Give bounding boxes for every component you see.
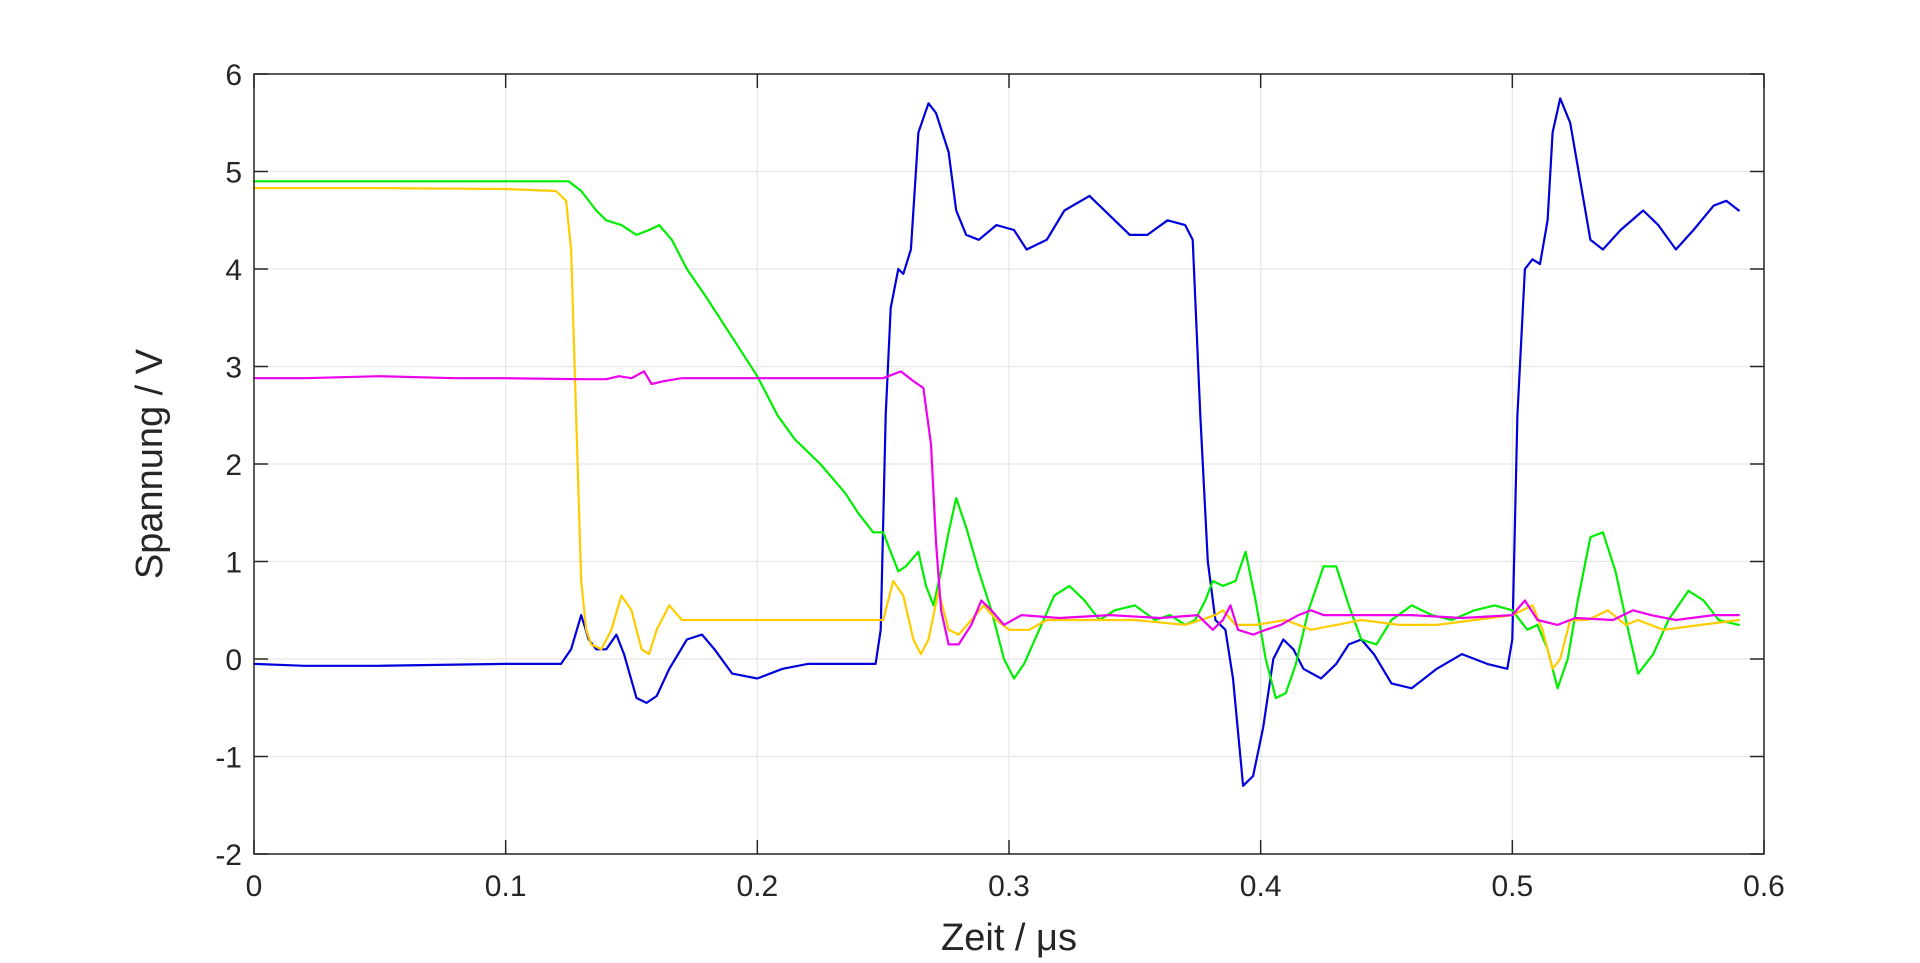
x-tick-label: 0.1 xyxy=(485,870,527,903)
grid-lines xyxy=(253,73,1765,855)
y-tick-label: 1 xyxy=(225,547,242,580)
x-tick-label: 0.6 xyxy=(1743,870,1785,903)
y-tick-label: 4 xyxy=(225,254,242,287)
series-lines xyxy=(252,97,1740,787)
y-tick-label: 6 xyxy=(225,59,242,92)
x-tick-label: 0.2 xyxy=(736,870,778,903)
y-tick-label: -2 xyxy=(215,839,242,872)
x-tick-label: 0.5 xyxy=(1491,870,1533,903)
y-tick-label: 2 xyxy=(225,449,242,482)
x-tick-label: 0.3 xyxy=(988,870,1030,903)
x-tick-label: 0 xyxy=(246,870,263,903)
series-line-4 xyxy=(252,370,1740,646)
y-tick-label: 5 xyxy=(225,157,242,190)
y-tick-label: 0 xyxy=(225,644,242,677)
series-line-1 xyxy=(252,97,1740,787)
axis-ticks: 0 0.1 0.2 0.3 0.4 0.5 0.6 -2 -1 0 1 2 3 4 5 6 xyxy=(215,59,1785,903)
x-axis-label: Zeit / μs xyxy=(941,917,1077,959)
x-tick-label: 0.4 xyxy=(1240,870,1282,903)
y-tick-label: 3 xyxy=(225,352,242,385)
y-axis-label: Spannung / V xyxy=(129,348,171,579)
series-line-2 xyxy=(252,180,1740,700)
series-line-3 xyxy=(252,187,1740,670)
y-tick-label: -1 xyxy=(215,742,242,775)
